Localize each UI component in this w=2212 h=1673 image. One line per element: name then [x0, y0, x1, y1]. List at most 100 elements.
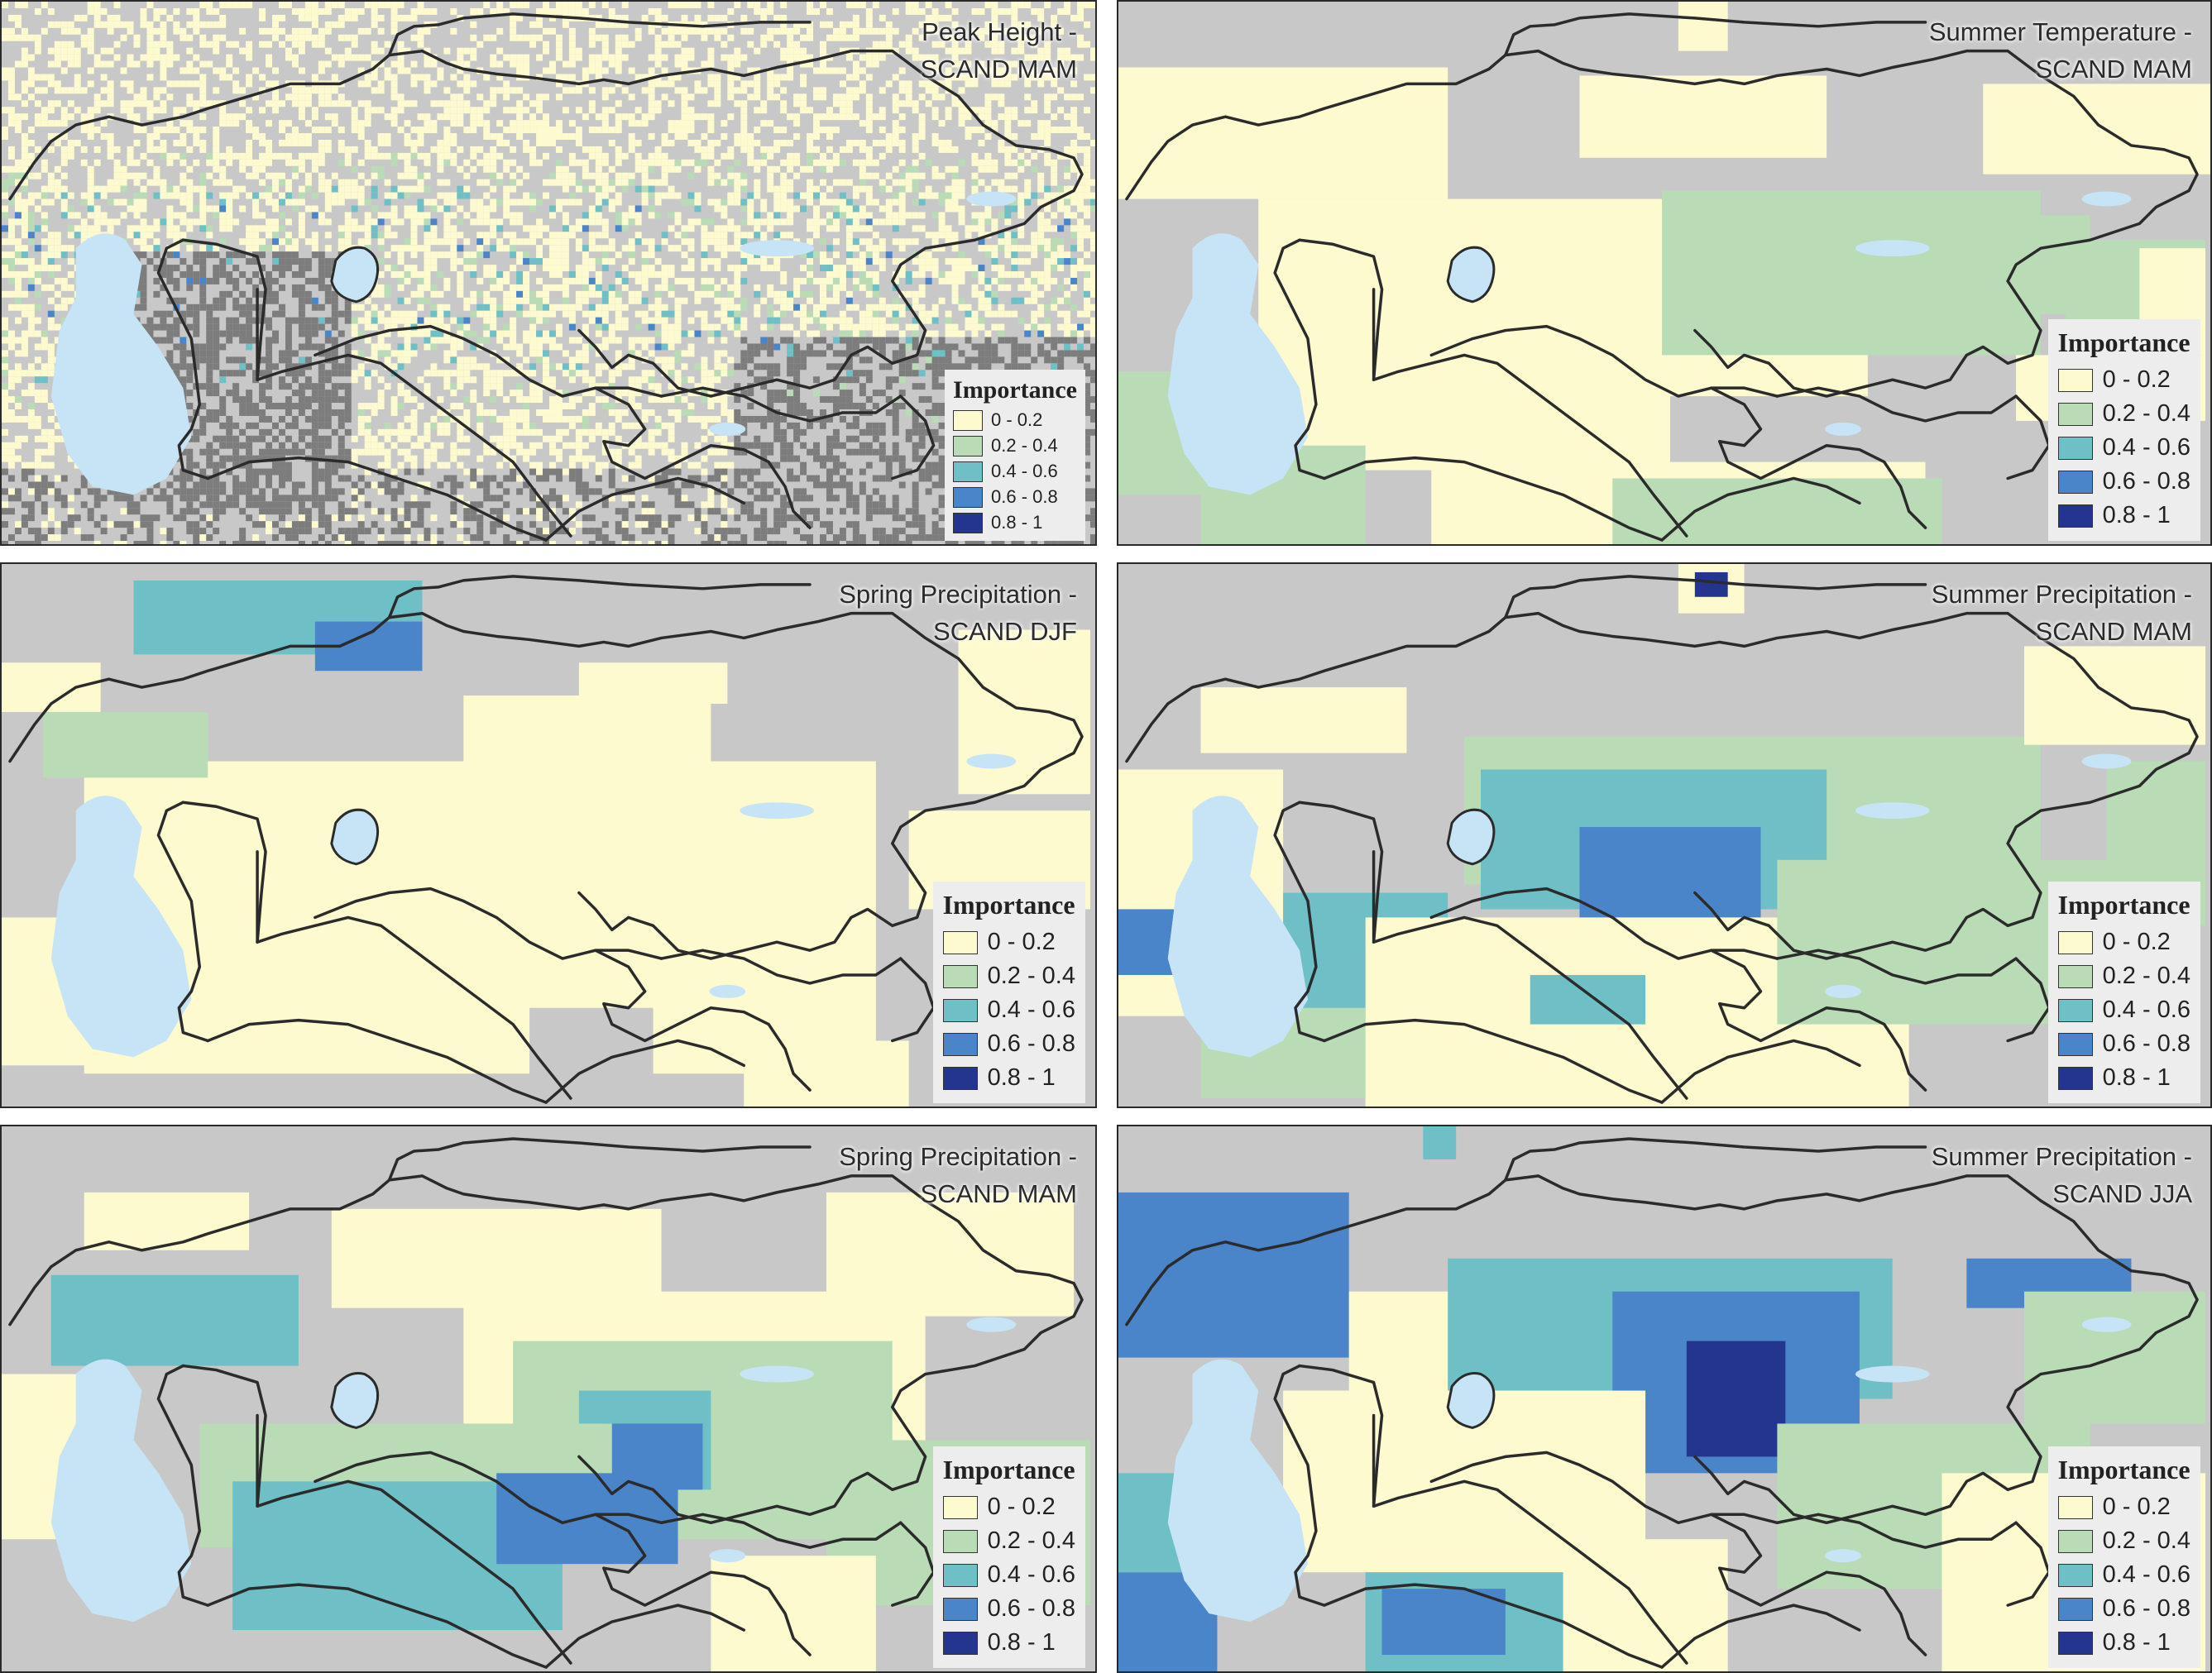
raster-cell — [371, 60, 378, 68]
raster-cell — [430, 290, 438, 298]
raster-cell — [978, 350, 985, 357]
raster-cell — [892, 179, 899, 186]
raster-cell — [800, 277, 807, 284]
raster-cell — [754, 159, 761, 166]
raster-cell — [984, 218, 992, 226]
raster-cell — [780, 198, 788, 206]
raster-cell — [318, 304, 325, 311]
raster-cell — [503, 212, 510, 219]
raster-cell — [820, 304, 826, 311]
raster-cell — [1037, 172, 1045, 179]
raster-cell — [714, 265, 721, 272]
raster-cell — [832, 27, 840, 35]
raster-cell — [898, 265, 906, 272]
raster-cell — [971, 107, 979, 114]
raster-cell — [991, 297, 998, 304]
raster-cell — [219, 14, 227, 22]
raster-cell — [787, 370, 794, 377]
raster-cell — [687, 159, 695, 166]
raster-cell — [246, 172, 253, 179]
raster-cell — [252, 258, 260, 265]
raster-cell — [496, 225, 504, 232]
raster-cell — [226, 192, 233, 199]
raster-cell — [357, 225, 365, 232]
raster-cell — [463, 356, 471, 364]
raster-cell — [27, 152, 35, 160]
raster-cell — [226, 60, 233, 68]
raster-cell — [1057, 198, 1065, 206]
raster-cell — [820, 284, 826, 291]
raster-cell — [266, 100, 273, 108]
raster-cell — [898, 67, 906, 74]
raster-cell — [272, 27, 279, 35]
raster-cell — [562, 107, 569, 114]
raster-cell — [173, 265, 180, 272]
raster-cell — [1044, 41, 1051, 48]
raster-cell — [516, 100, 524, 108]
raster-cell — [543, 152, 549, 160]
raster-cell — [588, 245, 596, 252]
raster-cell — [113, 2, 121, 8]
raster-cell — [839, 205, 846, 213]
raster-cell — [780, 21, 788, 28]
raster-cell — [608, 60, 615, 68]
raster-cell — [324, 100, 332, 108]
raster-cell — [661, 192, 668, 199]
raster-cell — [146, 258, 154, 265]
raster-cell — [2, 165, 8, 173]
raster-cell — [166, 330, 174, 337]
raster-cell — [278, 192, 285, 199]
raster-cell — [67, 297, 74, 304]
raster-cell — [575, 127, 582, 134]
raster-cell — [266, 284, 273, 291]
raster-cell — [100, 60, 108, 68]
raster-cell — [173, 363, 180, 370]
raster-cell — [773, 165, 781, 173]
raster-cell — [34, 271, 41, 278]
raster-cell — [595, 271, 602, 278]
raster-cell — [820, 265, 826, 272]
raster-cell — [898, 179, 906, 186]
raster-cell — [971, 218, 979, 226]
raster-cell — [760, 120, 768, 127]
raster-cell — [562, 198, 569, 206]
raster-cell — [1064, 330, 1071, 337]
raster-cell — [998, 212, 1005, 219]
raster-cell — [991, 323, 998, 331]
raster-cell — [266, 54, 273, 61]
raster-cell — [417, 179, 424, 186]
raster-cell — [443, 152, 451, 160]
raster-cell — [424, 284, 431, 291]
raster-cell — [707, 337, 715, 344]
raster-cell — [1064, 192, 1071, 199]
raster-cell — [1064, 47, 1071, 55]
raster-cell — [232, 218, 240, 226]
raster-cell — [938, 218, 946, 226]
raster-cell — [991, 350, 998, 357]
raster-cell — [21, 205, 28, 213]
raster-cell — [998, 47, 1005, 55]
raster-cell — [925, 27, 932, 35]
raster-cell — [958, 330, 965, 337]
raster-cell — [1077, 7, 1084, 15]
raster-cell — [1057, 47, 1065, 55]
raster-cell — [186, 127, 194, 134]
raster-cell — [780, 310, 788, 318]
raster-cell — [503, 185, 510, 193]
raster-cell — [1044, 330, 1051, 337]
raster-cell — [621, 54, 629, 61]
raster-cell — [1011, 356, 1018, 364]
raster-cell — [1057, 297, 1065, 304]
raster-cell — [298, 7, 305, 15]
raster-cell — [536, 277, 543, 284]
raster-cell — [67, 146, 74, 153]
raster-cell — [892, 310, 899, 318]
raster-cell — [34, 192, 41, 199]
raster-cell — [754, 80, 761, 88]
raster-cell — [925, 330, 932, 337]
raster-cell — [410, 350, 418, 357]
raster-cell — [54, 232, 61, 239]
raster-cell — [918, 54, 926, 61]
raster-cell — [21, 47, 28, 55]
raster-cell — [793, 152, 801, 160]
